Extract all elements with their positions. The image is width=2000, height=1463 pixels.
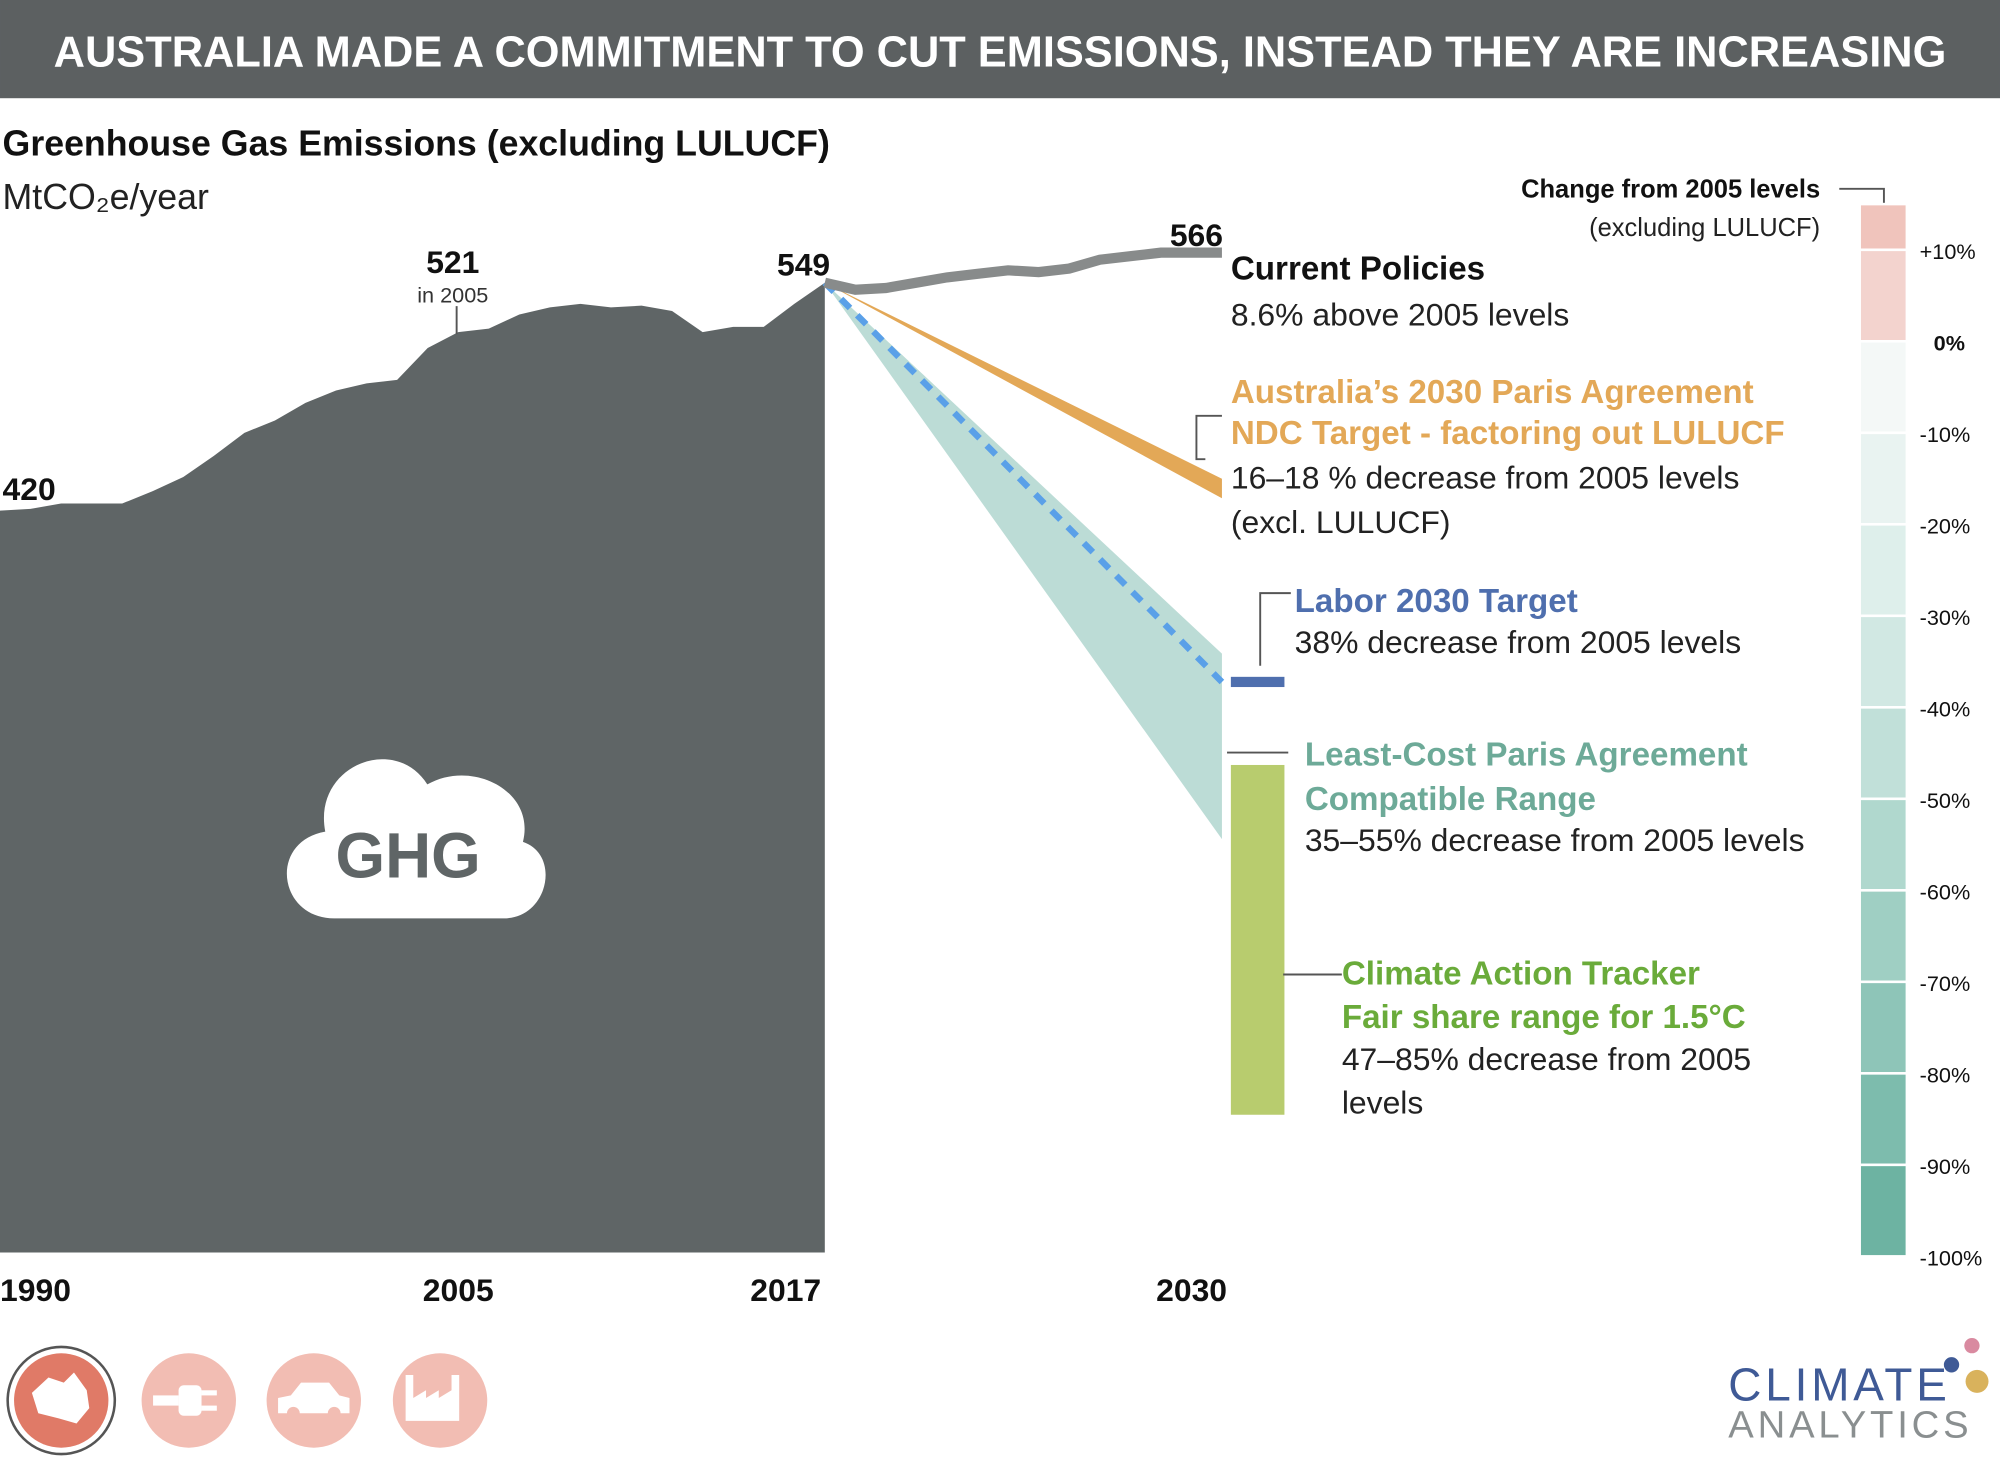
logo-line2: ANALYTICS — [1728, 1403, 1972, 1446]
series-label: NDC Target - factoring out LULUCF — [1231, 415, 1785, 452]
annotation: in 2005 — [417, 282, 488, 307]
chart-title: Greenhouse Gas Emissions (excluding LULU… — [3, 124, 830, 164]
series-label: Compatible Range — [1305, 781, 1596, 818]
scale-tick-label: +10% — [1920, 239, 1976, 264]
scale-block — [1858, 614, 1909, 709]
logo-line1: CLIMATE — [1728, 1359, 1950, 1411]
x-tick-label: 2005 — [423, 1272, 494, 1308]
sector-icons — [6, 1345, 488, 1456]
chart-subtitle: MtCO₂e/year — [3, 177, 209, 217]
scale-subtitle: (excluding LULUCF) — [1589, 214, 1820, 242]
value-label: 566 — [1170, 217, 1223, 253]
cloud-icon: GHG — [286, 759, 546, 919]
scale-block — [1858, 1072, 1909, 1167]
logo-dot — [1943, 1357, 1960, 1373]
icon-ring[interactable] — [6, 1345, 117, 1456]
scale-block — [1858, 980, 1909, 1075]
leader-line — [1259, 592, 1291, 666]
header-title: AUSTRALIA MADE A COMMITMENT TO CUT EMISS… — [54, 28, 1947, 76]
labor-target-bar — [1230, 676, 1285, 688]
scale-block — [1858, 202, 1909, 252]
scale-tick-label: -90% — [1920, 1154, 1971, 1179]
series-label: Current Policies — [1231, 250, 1485, 287]
scale-block — [1858, 706, 1909, 801]
scale-block — [1858, 1163, 1909, 1258]
value-label: 549 — [777, 247, 830, 283]
leader-line — [1195, 414, 1222, 461]
series-label: Climate Action Tracker — [1342, 956, 1700, 993]
x-tick-label: 2017 — [750, 1272, 821, 1308]
scale-tick-label: -30% — [1920, 605, 1971, 630]
scale-block — [1858, 340, 1909, 435]
ndc-band — [824, 282, 1222, 499]
scale-block — [1858, 797, 1909, 892]
scale-tick-label: -60% — [1920, 879, 1971, 904]
scale-tick-label: -100% — [1920, 1245, 1983, 1270]
series-description: 8.6% above 2005 levels — [1231, 296, 1569, 332]
logo-dot — [1965, 1369, 1989, 1393]
leader-line — [1839, 187, 1885, 205]
scale-block — [1858, 431, 1909, 526]
header-bar — [0, 0, 2000, 99]
series-label: Australia’s 2030 Paris Agreement — [1231, 374, 1754, 411]
plot — [0, 247, 1285, 1253]
series-description: (excl. LULUCF) — [1231, 504, 1451, 540]
series-description: 38% decrease from 2005 levels — [1295, 624, 1742, 660]
scale-tick-label: 0% — [1934, 330, 1965, 355]
logo-dot — [1964, 1338, 1980, 1354]
series-description: 16–18 % decrease from 2005 levels — [1231, 460, 1740, 496]
scale-tick-label: -70% — [1920, 971, 1971, 996]
cloud-label: GHG — [336, 820, 481, 892]
scale-block — [1858, 523, 1909, 618]
scale-title: Change from 2005 levels — [1521, 176, 1820, 204]
series-description: 47–85% decrease from 2005 — [1342, 1041, 1751, 1077]
series-description: 35–55% decrease from 2005 levels — [1305, 822, 1805, 858]
x-tick-label: 2030 — [1156, 1272, 1227, 1308]
series-label: Least-Cost Paris Agreement — [1305, 736, 1748, 773]
series-label: Fair share range for 1.5°C — [1342, 999, 1746, 1036]
value-label: 420 — [3, 471, 56, 507]
series-description: levels — [1342, 1085, 1424, 1121]
value-label: 521 — [426, 244, 479, 280]
current-policies-line — [823, 247, 1222, 295]
least-cost-band — [824, 282, 1222, 840]
series-label: Labor 2030 Target — [1295, 583, 1578, 620]
scale-tick-label: -10% — [1920, 422, 1971, 447]
scale-block — [1858, 889, 1909, 984]
scale-tick-label: -40% — [1920, 696, 1971, 721]
labor-line — [822, 280, 1225, 685]
x-tick-label: 1990 — [0, 1272, 71, 1308]
scale-tick-label: -20% — [1920, 513, 1971, 538]
emissions-area — [0, 282, 825, 1253]
scale-tick-label: -80% — [1920, 1062, 1971, 1087]
scale-tick-label: -50% — [1920, 788, 1971, 813]
scale-block — [1858, 248, 1909, 343]
fair-share-bar — [1230, 764, 1285, 1115]
